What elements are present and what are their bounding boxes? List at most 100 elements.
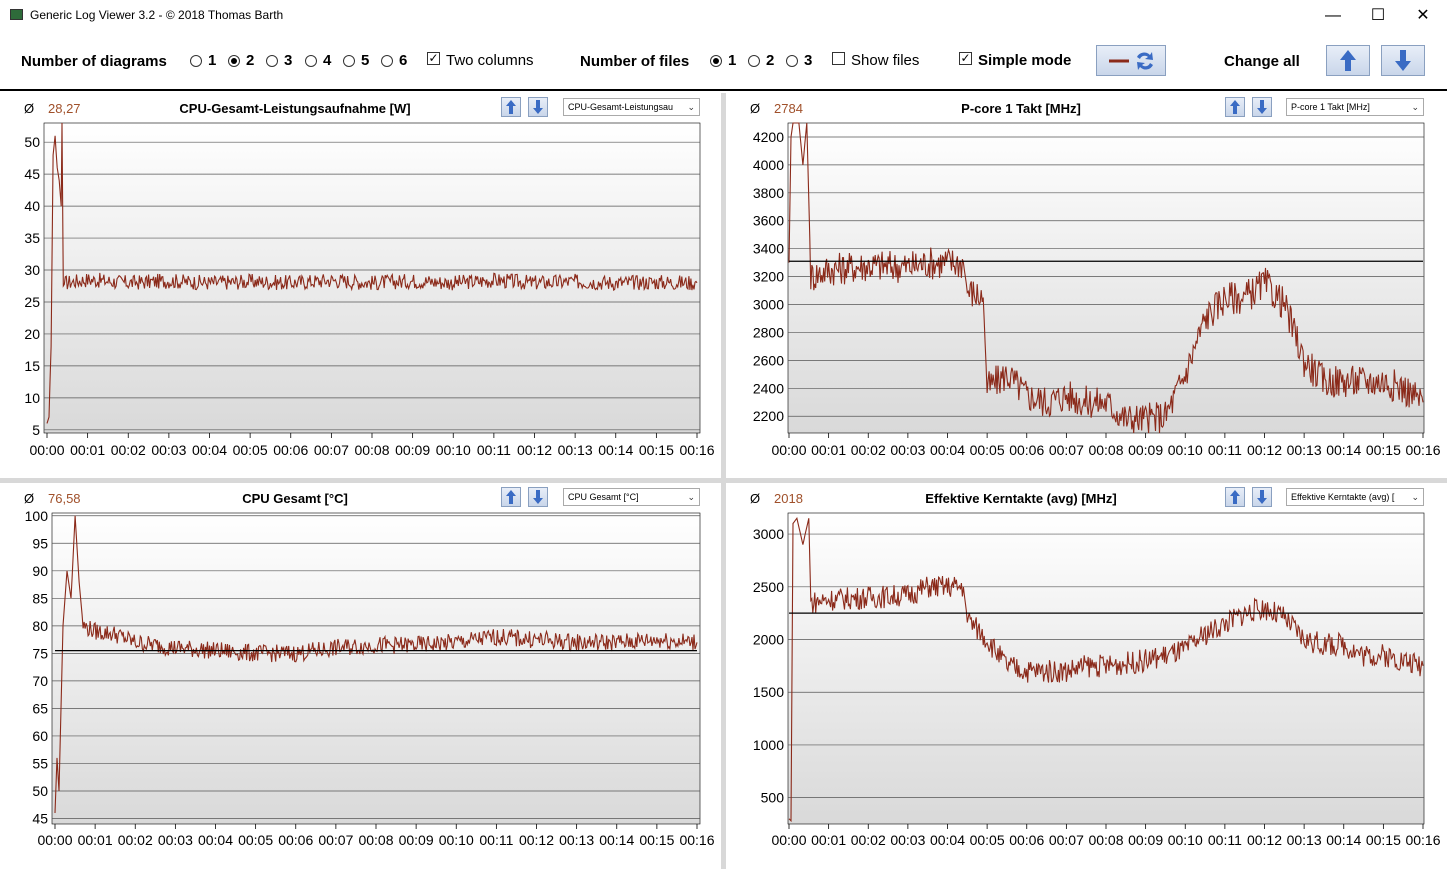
files-radio-2[interactable]	[748, 55, 760, 67]
diagrams-radio-1[interactable]	[190, 55, 202, 67]
y-tick-label: 25	[24, 294, 40, 310]
change-all-down-button[interactable]	[1381, 45, 1425, 76]
x-tick-label: 00:13	[1287, 832, 1322, 848]
y-tick-label: 500	[761, 790, 785, 806]
x-tick-label: 00:16	[679, 442, 714, 458]
channel-select-value: CPU Gesamt [°C]	[568, 492, 639, 502]
x-tick-label: 00:07	[318, 832, 353, 848]
x-tick-label: 00:14	[599, 832, 634, 848]
prev-channel-button[interactable]	[501, 97, 521, 117]
y-tick-label: 100	[25, 508, 49, 524]
close-button[interactable]: ✕	[1416, 7, 1430, 24]
files-radio-3[interactable]	[786, 55, 798, 67]
y-tick-label: 20	[24, 326, 40, 342]
y-tick-label: 45	[24, 166, 40, 182]
x-tick-label: 00:01	[811, 832, 846, 848]
x-tick-label: 00:14	[1326, 832, 1361, 848]
diagrams-radio-label: 4	[323, 52, 332, 69]
swap-color-icon	[1109, 52, 1153, 70]
arrow-down-icon	[1257, 100, 1267, 114]
next-channel-button[interactable]	[1252, 487, 1272, 507]
window-title: Generic Log Viewer 3.2 - © 2018 Thomas B…	[30, 8, 284, 22]
y-tick-label: 45	[32, 810, 48, 826]
x-tick-label: 00:01	[70, 442, 105, 458]
line-color-swap-button[interactable]	[1096, 45, 1166, 76]
x-tick-label: 00:11	[479, 832, 513, 848]
y-tick-label: 10	[24, 390, 40, 406]
y-tick-label: 1000	[753, 737, 784, 753]
x-tick-label: 00:00	[37, 832, 72, 848]
y-tick-label: 50	[32, 783, 48, 799]
arrow-down-icon	[533, 490, 543, 504]
x-tick-label: 00:00	[771, 442, 806, 458]
files-radio-label: 3	[804, 52, 813, 69]
x-tick-label: 00:11	[477, 442, 511, 458]
x-tick-label: 00:04	[198, 832, 233, 848]
files-radio-1[interactable]	[710, 55, 722, 67]
y-tick-label: 2800	[753, 324, 784, 340]
x-tick-label: 00:12	[1247, 832, 1282, 848]
y-tick-label: 60	[32, 728, 48, 744]
channel-select[interactable]: Effektive Kerntakte (avg) [ ⌄	[1286, 488, 1424, 506]
x-tick-label: 00:07	[1049, 832, 1084, 848]
channel-select[interactable]: CPU Gesamt [°C] ⌄	[563, 488, 700, 506]
y-tick-label: 35	[24, 230, 40, 246]
x-tick-label: 00:07	[314, 442, 349, 458]
chevron-down-icon: ⌄	[687, 492, 695, 502]
x-tick-label: 00:04	[192, 442, 227, 458]
x-tick-label: 00:10	[1168, 442, 1203, 458]
x-tick-label: 00:15	[639, 442, 674, 458]
y-tick-label: 70	[32, 673, 48, 689]
y-tick-label: 3600	[753, 213, 784, 229]
channel-select[interactable]: P-core 1 Takt [MHz] ⌄	[1286, 98, 1424, 116]
diagrams-radio-5[interactable]	[343, 55, 355, 67]
show-files-label: Show files	[851, 52, 920, 69]
y-tick-label: 80	[32, 618, 48, 634]
prev-channel-button[interactable]	[1225, 487, 1245, 507]
y-tick-label: 5	[32, 422, 40, 438]
num-diagrams-label: Number of diagrams	[21, 53, 167, 70]
diagrams-radio-3[interactable]	[266, 55, 278, 67]
two-columns-checkbox[interactable]: ✓	[427, 51, 440, 65]
diagrams-radio-label: 6	[399, 52, 408, 69]
y-tick-label: 3000	[753, 526, 784, 542]
simple-mode-checkbox[interactable]: ✓	[959, 51, 972, 65]
y-tick-label: 55	[32, 755, 48, 771]
x-tick-label: 00:03	[890, 442, 925, 458]
arrow-up-icon	[1340, 50, 1356, 71]
next-channel-button[interactable]	[1252, 97, 1272, 117]
x-tick-label: 00:13	[1287, 442, 1322, 458]
line-chart-cpu-temp: 45 50 55 60 65 70 75 80 85 90 95 100 00:00 00:01 00:02…	[25, 508, 715, 848]
average-value: 2018	[774, 491, 803, 506]
next-channel-button[interactable]	[528, 97, 548, 117]
change-all-up-button[interactable]	[1326, 45, 1370, 76]
prev-channel-button[interactable]	[1225, 97, 1245, 117]
y-tick-label: 3200	[753, 269, 784, 285]
y-tick-label: 4200	[753, 129, 784, 145]
x-tick-label: 00:12	[517, 442, 552, 458]
diagrams-radio-6[interactable]	[381, 55, 393, 67]
maximize-button[interactable]: ☐	[1370, 7, 1386, 24]
y-tick-label: 95	[32, 535, 48, 551]
x-tick-label: 00:03	[151, 442, 186, 458]
x-tick-label: 00:15	[1366, 442, 1401, 458]
y-tick-label: 15	[24, 358, 40, 374]
x-tick-label: 00:05	[970, 442, 1005, 458]
series-line	[788, 122, 1424, 434]
prev-channel-button[interactable]	[501, 487, 521, 507]
minimize-button[interactable]: —	[1325, 7, 1341, 24]
show-files-checkbox[interactable]	[832, 52, 845, 65]
channel-select-value: Effektive Kerntakte (avg) [	[1291, 492, 1395, 502]
next-channel-button[interactable]	[528, 487, 548, 507]
x-tick-label: 00:05	[970, 832, 1005, 848]
diagrams-radio-4[interactable]	[305, 55, 317, 67]
channel-select[interactable]: CPU-Gesamt-Leistungsau ⌄	[563, 98, 700, 116]
diagrams-radio-label: 5	[361, 52, 370, 69]
toolbar: Number of diagrams 1 2 3 4 5 6 ✓ Two col…	[0, 31, 1447, 91]
line-chart-power: 5 10 15 20 25 30 35 40 45 50 00:00 00:01 00:02 00:03 0…	[24, 122, 715, 458]
line-chart-pcore-clock: 2200 2400 2600 2800 3000 3200 3400 3600 3800 4000…	[753, 122, 1441, 458]
x-tick-label: 00:06	[278, 832, 313, 848]
average-value: 76,58	[48, 491, 81, 506]
diagrams-radio-2[interactable]	[228, 55, 240, 67]
y-tick-label: 2500	[753, 579, 784, 595]
